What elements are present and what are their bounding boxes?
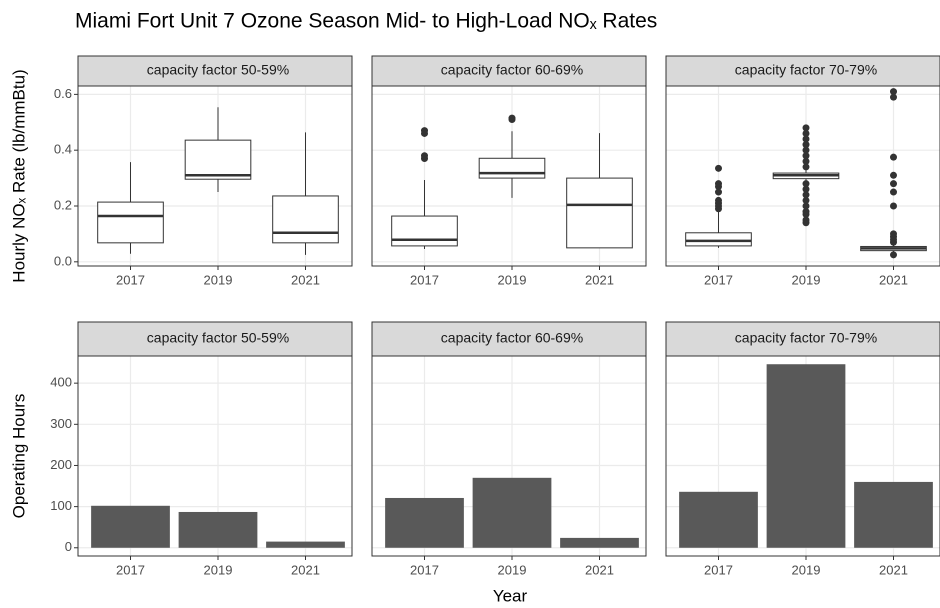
box: [478, 157, 546, 179]
x-tick-label: 2021: [585, 562, 614, 577]
panel-title: capacity factor 60-69%: [441, 330, 583, 346]
x-tick-label: 2017: [410, 562, 439, 577]
box: [272, 195, 339, 244]
outlier: [802, 124, 810, 132]
outlier: [421, 152, 428, 160]
bar: [91, 505, 170, 548]
outlier: [715, 164, 722, 172]
y-tick-label: 0.4: [54, 142, 72, 157]
panel-title: capacity factor 70-79%: [735, 62, 877, 78]
outlier: [890, 251, 897, 259]
box: [566, 177, 633, 249]
x-tick-label: 2017: [410, 272, 439, 287]
outlier: [715, 188, 722, 196]
bar: [178, 511, 258, 548]
outlier: [715, 180, 722, 188]
strip: [77, 321, 353, 357]
x-tick-label: 2021: [879, 272, 908, 287]
panel-title: capacity factor 70-79%: [735, 330, 877, 346]
panel-border: [77, 85, 353, 267]
bar: [266, 541, 345, 548]
outlier: [890, 188, 897, 196]
x-tick-label: 2021: [879, 562, 908, 577]
x-tick-label: 2019: [792, 562, 821, 577]
outlier: [890, 93, 897, 101]
x-tick-label: 2017: [116, 272, 145, 287]
outlier: [421, 127, 428, 135]
y-tick-label: 300: [50, 416, 72, 431]
outlier: [802, 157, 810, 165]
outlier: [890, 230, 897, 238]
box: [184, 139, 252, 180]
outlier: [890, 171, 897, 179]
outlier: [802, 196, 810, 204]
y-tick-label: 0.0: [54, 253, 72, 268]
y-tick-label: 400: [50, 375, 72, 390]
bar: [472, 477, 552, 548]
y-tick-label: 0.2: [54, 197, 72, 212]
outlier: [802, 180, 810, 188]
bar: [560, 537, 639, 548]
x-tick-label: 2019: [498, 272, 527, 287]
x-tick-label: 2019: [498, 562, 527, 577]
chart-title: Miami Fort Unit 7 Ozone Season Mid- to H…: [75, 10, 657, 33]
strip: [665, 321, 940, 357]
y-axis-label: Hourly NOₓ Rate (lb/mmBtu): [9, 69, 28, 282]
bar: [385, 497, 464, 548]
panel-border: [371, 355, 647, 557]
outlier: [802, 185, 810, 193]
strip: [665, 55, 940, 87]
box: [97, 201, 164, 244]
panel-border: [665, 85, 940, 267]
outlier: [508, 114, 516, 122]
y-tick-label: 200: [50, 457, 72, 472]
y-tick-label: 0: [65, 539, 72, 554]
x-tick-label: 2021: [585, 272, 614, 287]
y-axis-label: Operating Hours: [9, 394, 28, 519]
outlier: [802, 202, 810, 210]
strip: [371, 321, 647, 357]
outlier: [890, 202, 897, 210]
x-axis-label: Year: [493, 586, 528, 605]
outlier: [802, 208, 810, 216]
panel-title: capacity factor 50-59%: [147, 330, 289, 346]
bar: [679, 491, 758, 548]
outlier: [890, 180, 897, 188]
x-tick-label: 2017: [704, 272, 733, 287]
outlier: [802, 216, 810, 224]
bar: [766, 364, 846, 548]
strip: [371, 55, 647, 87]
x-tick-label: 2019: [792, 272, 821, 287]
outlier: [802, 135, 810, 143]
panel-border: [371, 85, 647, 267]
panel-title: capacity factor 60-69%: [441, 62, 583, 78]
y-tick-label: 100: [50, 498, 72, 513]
x-tick-label: 2019: [204, 562, 233, 577]
x-tick-label: 2017: [704, 562, 733, 577]
outlier: [715, 196, 722, 204]
panel-border: [77, 355, 353, 557]
x-tick-label: 2021: [291, 272, 320, 287]
y-tick-label: 0.6: [54, 86, 72, 101]
panel-border: [665, 355, 940, 557]
bar: [854, 481, 933, 548]
outlier: [890, 88, 897, 96]
outlier: [802, 146, 810, 154]
outlier: [802, 191, 810, 199]
strip: [77, 55, 353, 87]
outlier: [802, 152, 810, 160]
outlier: [890, 153, 897, 161]
x-tick-label: 2017: [116, 562, 145, 577]
outlier: [802, 163, 810, 171]
x-tick-label: 2019: [204, 272, 233, 287]
outlier: [802, 141, 810, 149]
outlier: [802, 129, 810, 137]
panel-title: capacity factor 50-59%: [147, 62, 289, 78]
box: [391, 215, 458, 247]
box: [685, 232, 752, 247]
x-tick-label: 2021: [291, 562, 320, 577]
